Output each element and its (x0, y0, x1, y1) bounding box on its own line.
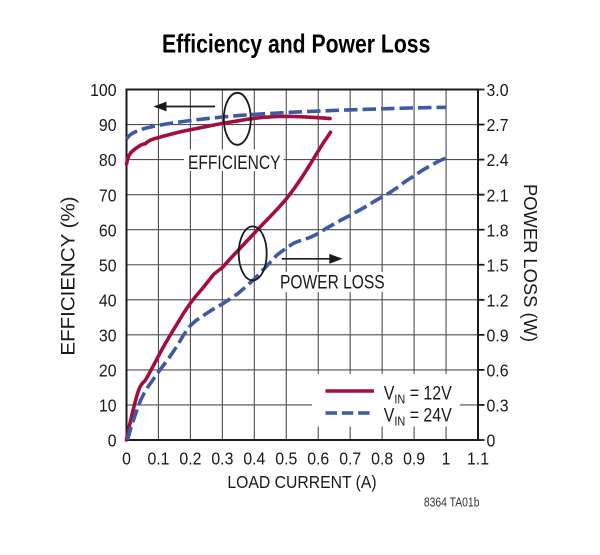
svg-text:2.1: 2.1 (487, 185, 509, 205)
svg-text:1.5: 1.5 (487, 255, 509, 275)
svg-text:8364 TA01b: 8364 TA01b (424, 495, 480, 509)
svg-text:1.8: 1.8 (487, 220, 509, 240)
svg-text:20: 20 (99, 361, 117, 381)
svg-text:30: 30 (99, 326, 117, 346)
svg-text:60: 60 (99, 220, 117, 240)
svg-text:70: 70 (99, 185, 117, 205)
svg-text:3.0: 3.0 (487, 80, 509, 100)
svg-text:2.7: 2.7 (487, 115, 509, 135)
svg-text:0: 0 (122, 449, 131, 469)
svg-text:0.9: 0.9 (403, 449, 425, 469)
svg-text:1: 1 (442, 449, 451, 469)
svg-text:0.1: 0.1 (147, 449, 169, 469)
svg-text:40: 40 (99, 290, 117, 310)
svg-text:POWER LOSS (W): POWER LOSS (W) (520, 184, 540, 342)
svg-text:Efficiency and Power Loss: Efficiency and Power Loss (162, 31, 430, 60)
svg-text:0.5: 0.5 (275, 449, 297, 469)
svg-text:0.4: 0.4 (243, 449, 265, 469)
svg-text:80: 80 (99, 150, 117, 170)
svg-text:LOAD CURRENT (A): LOAD CURRENT (A) (227, 472, 376, 492)
svg-text:0.2: 0.2 (179, 449, 201, 469)
svg-text:100: 100 (90, 80, 116, 100)
svg-text:50: 50 (99, 255, 117, 275)
svg-text:0.3: 0.3 (487, 396, 509, 416)
svg-text:90: 90 (99, 115, 117, 135)
svg-text:10: 10 (99, 396, 117, 416)
svg-text:1.1: 1.1 (467, 449, 489, 469)
svg-text:POWER LOSS: POWER LOSS (280, 271, 385, 293)
svg-text:0.8: 0.8 (371, 449, 393, 469)
svg-text:1.2: 1.2 (487, 290, 509, 310)
svg-text:VIN = 12V: VIN = 12V (384, 382, 452, 407)
svg-text:0: 0 (487, 431, 496, 451)
svg-text:EFFICIENCY: EFFICIENCY (188, 152, 281, 174)
svg-text:0.9: 0.9 (487, 326, 509, 346)
svg-text:0.3: 0.3 (211, 449, 233, 469)
svg-text:0.6: 0.6 (307, 449, 329, 469)
svg-text:EFFICIENCY (%): EFFICIENCY (%) (58, 196, 79, 355)
svg-text:0.7: 0.7 (339, 449, 361, 469)
svg-text:0.6: 0.6 (487, 361, 509, 381)
svg-text:VIN = 24V: VIN = 24V (384, 404, 452, 429)
svg-text:0: 0 (108, 431, 117, 451)
svg-text:2.4: 2.4 (487, 150, 509, 170)
